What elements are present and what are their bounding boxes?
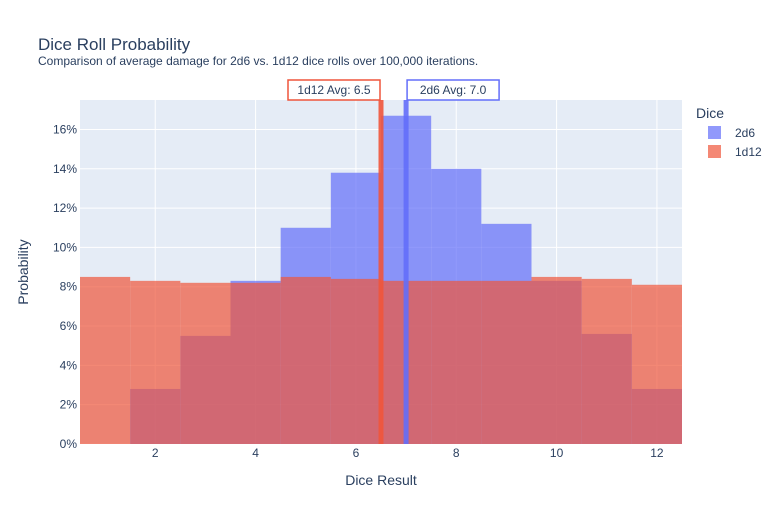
y-tick-label: 12%	[53, 201, 77, 215]
legend-label-2d6: 2d6	[735, 126, 755, 140]
bar-1d12-5[interactable]	[280, 276, 331, 444]
bar-1d12-1[interactable]	[80, 276, 131, 444]
bar-1d12-8[interactable]	[431, 280, 482, 444]
y-tick-label: 4%	[60, 358, 78, 372]
annotations: 1d12 Avg: 6.5 2d6 Avg: 7.0	[287, 79, 500, 101]
legend-swatch-2d6	[708, 126, 721, 139]
y-tick-label: 10%	[53, 240, 77, 254]
bar-1d12-6[interactable]	[330, 278, 381, 444]
bar-1d12-12[interactable]	[631, 284, 682, 444]
annotation-box-1d12-avg	[287, 79, 381, 101]
x-axis-ticks: 2 4 6 8 10 12	[152, 446, 664, 460]
bar-1d12-3[interactable]	[180, 282, 231, 444]
y-tick-label: 2%	[60, 398, 78, 412]
annotation-2d6-avg: 2d6 Avg: 7.0	[420, 83, 487, 97]
x-tick-label: 4	[252, 446, 259, 460]
chart-subtitle: Comparison of average damage for 2d6 vs.…	[38, 54, 478, 68]
y-tick-label: 0%	[60, 437, 78, 451]
bar-1d12-4[interactable]	[230, 282, 281, 444]
annotation-box-2d6-avg	[406, 79, 500, 101]
x-tick-label: 2	[152, 446, 159, 460]
bar-1d12-11[interactable]	[581, 278, 632, 444]
bar-1d12-9[interactable]	[481, 280, 532, 444]
x-tick-label: 10	[550, 446, 564, 460]
x-tick-label: 6	[353, 446, 360, 460]
x-axis-title: Dice Result	[345, 472, 417, 488]
y-tick-label: 6%	[60, 319, 78, 333]
bar-1d12-2[interactable]	[130, 280, 181, 444]
bar-1d12-10[interactable]	[531, 276, 582, 444]
y-tick-label: 14%	[53, 162, 77, 176]
x-tick-label: 8	[453, 446, 460, 460]
chart-title: Dice Roll Probability	[38, 35, 191, 54]
y-axis-ticks: 0% 2% 4% 6% 8% 10% 12% 14% 16%	[53, 122, 77, 451]
legend-title: Dice	[696, 105, 724, 121]
legend-label-1d12: 1d12	[735, 145, 762, 159]
legend-item-1d12[interactable]: 1d12	[708, 145, 762, 159]
legend-item-2d6[interactable]: 2d6	[708, 126, 755, 140]
legend: Dice 2d6 1d12	[696, 105, 762, 159]
y-axis-title: Probability	[15, 239, 31, 304]
annotation-1d12-avg: 1d12 Avg: 6.5	[297, 83, 371, 97]
x-tick-label: 12	[650, 446, 664, 460]
average-lines	[378, 100, 409, 444]
legend-swatch-1d12	[708, 145, 721, 158]
y-tick-label: 16%	[53, 122, 77, 136]
y-tick-label: 8%	[60, 280, 78, 294]
